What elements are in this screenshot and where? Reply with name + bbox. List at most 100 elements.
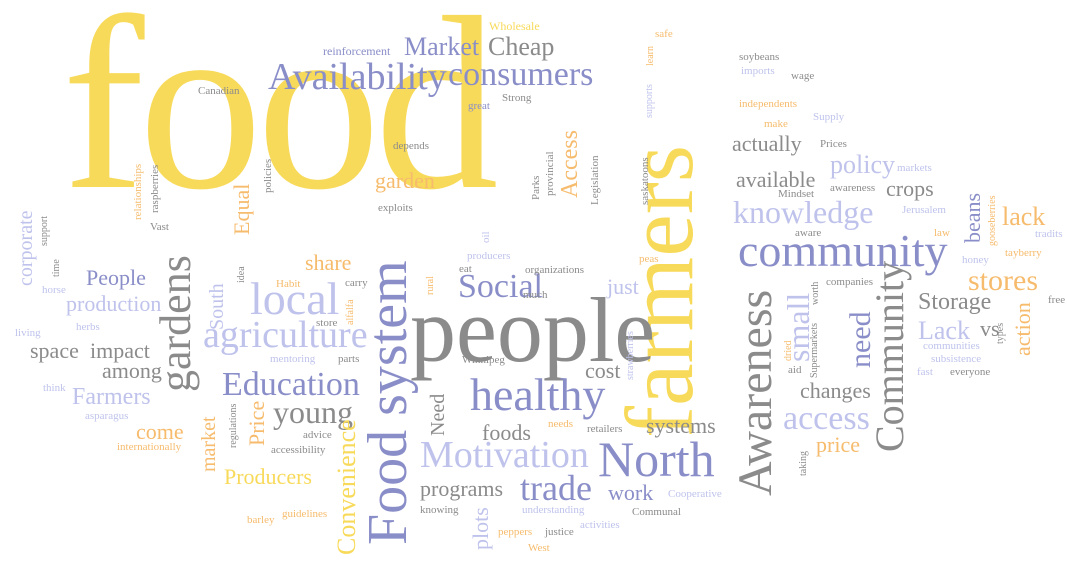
- word-supports: supports: [644, 84, 655, 118]
- word-justice: justice: [545, 526, 574, 538]
- word-among: among: [102, 358, 162, 383]
- word-price: price: [816, 432, 860, 457]
- word-food: food: [62, 0, 499, 241]
- word-gooseberries: gooseberries: [987, 195, 998, 246]
- word-guidelines: guidelines: [282, 508, 328, 520]
- word-stores: stores: [968, 264, 1038, 297]
- word-peas: peas: [639, 253, 659, 265]
- word-eat: eat: [459, 263, 472, 275]
- word-storage: Storage: [918, 289, 992, 315]
- word-beans: beans: [960, 192, 985, 243]
- word-habit: Habit: [276, 278, 301, 290]
- word-crops: crops: [886, 176, 934, 201]
- word-organizations: organizations: [525, 264, 585, 276]
- word-parts: parts: [338, 353, 360, 365]
- word-vast: Vast: [150, 221, 169, 233]
- word-store: store: [316, 317, 338, 329]
- word-relationships: relationships: [132, 163, 144, 220]
- word-corporate: corporate: [15, 210, 37, 286]
- word-living: living: [15, 327, 41, 339]
- word-motivation: Motivation: [420, 434, 589, 476]
- word-understanding: understanding: [522, 504, 585, 516]
- word-market-lower: market: [198, 416, 220, 472]
- word-communities: communities: [923, 340, 980, 352]
- word-asparagus: asparagus: [85, 410, 129, 422]
- word-aid: aid: [788, 364, 802, 376]
- word-law: law: [934, 227, 950, 239]
- word-social: Social: [458, 268, 543, 305]
- word-access: access: [783, 400, 870, 437]
- word-taking: taking: [798, 451, 809, 476]
- word-actually: actually: [732, 131, 802, 156]
- word-worth: worth: [810, 281, 821, 305]
- word-vs: vs: [980, 316, 1000, 341]
- word-education: Education: [222, 366, 360, 403]
- word-canadian: Canadian: [198, 85, 240, 97]
- word-foods: foods: [482, 420, 531, 445]
- word-cooperative: Cooperative: [668, 488, 722, 500]
- word-needs: needs: [548, 418, 574, 430]
- word-just: just: [607, 274, 639, 299]
- word-south: South: [206, 283, 228, 330]
- word-prices: Prices: [820, 138, 847, 150]
- word-markets: markets: [897, 162, 932, 174]
- word-mentoring: mentoring: [270, 353, 316, 365]
- word-community: community: [738, 225, 948, 276]
- word-knowledge: knowledge: [733, 194, 874, 230]
- word-accessibility: accessibility: [271, 444, 326, 456]
- word-space: space: [30, 338, 79, 363]
- word-cost: cost: [585, 358, 621, 383]
- word-oil: oil: [480, 231, 492, 243]
- word-parks: Parks: [530, 175, 542, 200]
- word-trade: trade: [520, 468, 592, 508]
- word-rural: rural: [425, 276, 436, 295]
- word-raspberries: raspberries: [149, 164, 161, 213]
- word-impact: impact: [90, 338, 150, 363]
- word-work: work: [608, 480, 654, 505]
- word-carry: carry: [345, 277, 368, 289]
- word-farmers-capital: Farmers: [72, 384, 151, 410]
- word-advice: advice: [303, 429, 332, 441]
- word-honey: honey: [962, 254, 989, 266]
- word-soybeans: soybeans: [739, 51, 780, 63]
- word-garden: garden: [375, 168, 435, 193]
- word-tayberry: tayberry: [1005, 247, 1042, 259]
- word-retailers: retailers: [587, 423, 623, 435]
- word-policies: policies: [262, 158, 274, 193]
- word-people: people: [410, 279, 656, 381]
- word-strong: Strong: [502, 92, 532, 104]
- word-provincial: provincial: [544, 151, 556, 196]
- word-saskatoons: saskatoons: [639, 157, 651, 205]
- word-plots: plots: [468, 507, 493, 550]
- word-great: great: [468, 100, 490, 112]
- word-wage: wage: [791, 70, 815, 82]
- word-lack: lack: [1002, 202, 1046, 231]
- word-companies: companies: [826, 276, 874, 288]
- word-tradits: tradits: [1035, 228, 1063, 240]
- word-peppers: peppers: [498, 526, 533, 538]
- word-idea: idea: [236, 266, 247, 283]
- word-everyone: everyone: [950, 366, 991, 378]
- word-exploits: exploits: [378, 202, 413, 214]
- word-policy: policy: [830, 150, 895, 179]
- word-awareness: Awareness: [729, 289, 782, 496]
- word-imports: imports: [741, 65, 775, 77]
- word-north: North: [598, 431, 715, 487]
- word-time: time: [51, 259, 62, 277]
- word-alfalfa: alfalfa: [345, 299, 356, 325]
- word-jerusalem: Jerusalem: [902, 204, 946, 216]
- word-think: think: [43, 382, 66, 394]
- word-food-system: Food system: [357, 260, 419, 545]
- word-producers: producers: [467, 250, 511, 262]
- word-market: Market: [404, 32, 480, 61]
- word-availability: Availability: [268, 56, 447, 98]
- word-price-capital: Price: [244, 400, 269, 446]
- word-strawberries: strawberries: [625, 331, 636, 380]
- word-production: production: [66, 291, 162, 316]
- word-action: action: [1010, 302, 1035, 356]
- word-need: need: [844, 311, 877, 368]
- word-programs: programs: [420, 476, 504, 501]
- word-much: much: [523, 289, 548, 301]
- word-people-capital: People: [86, 265, 146, 290]
- word-regulations: regulations: [228, 403, 239, 448]
